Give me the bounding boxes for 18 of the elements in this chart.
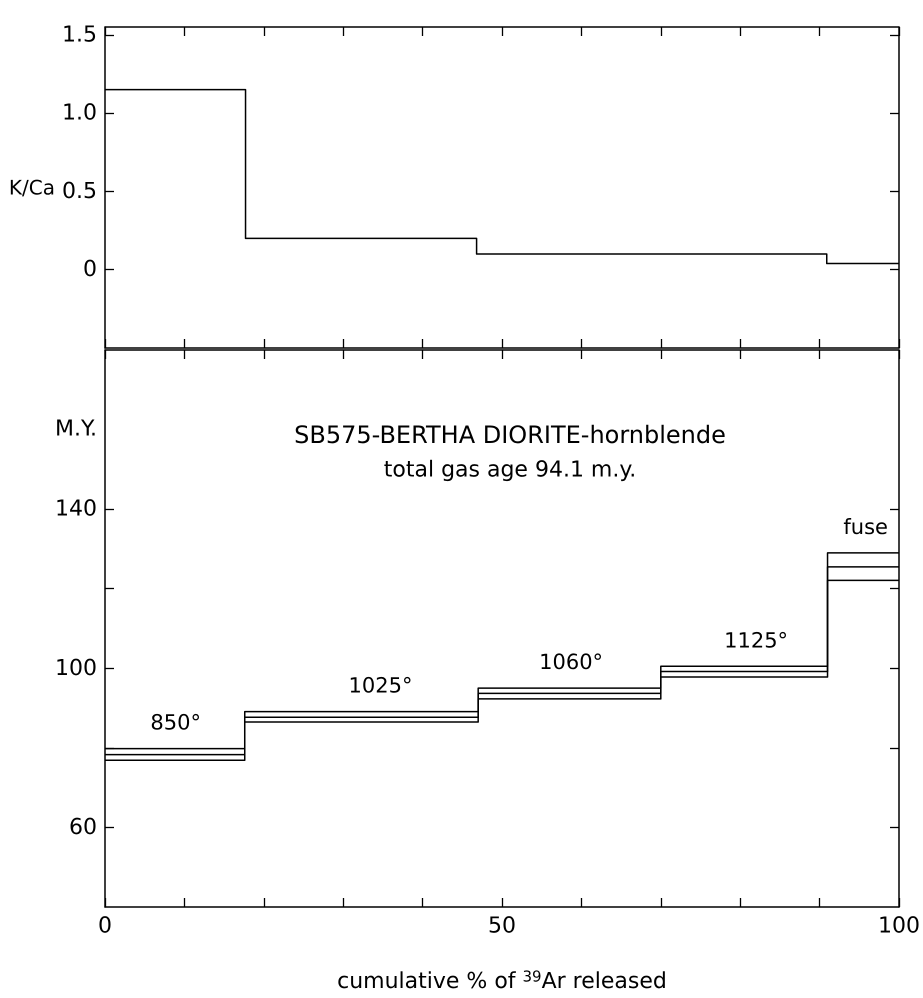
y-tick-label: 60 [69,814,97,840]
x-tick-label: 50 [488,914,516,938]
annotation: 1125° [724,628,788,652]
annotation: fuse [843,514,888,539]
y-tick-label: 1.5 [62,22,97,48]
annotation: 1060° [539,650,604,674]
x-tick-label: 100 [878,914,920,938]
y-tick-label: 0 [83,257,97,282]
y-tick-label: 1.0 [62,100,97,126]
y-axis-title: K/Ca [8,176,55,200]
y-axis-title: M.Y. [55,416,97,442]
y-tick-label: 0.5 [62,178,97,204]
text: total gas age 94.1 m.y. [384,458,636,482]
annotation: 850° [150,710,201,735]
y-tick-label: 140 [55,496,97,522]
y-tick-label: 100 [55,656,97,681]
text: SB575-BERTHA DIORITE-hornblende [294,421,726,449]
annotation: 1025° [348,674,412,698]
